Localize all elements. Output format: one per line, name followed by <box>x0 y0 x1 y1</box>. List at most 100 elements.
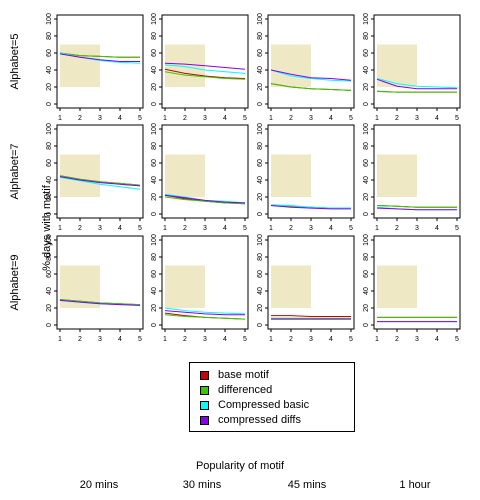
series-line <box>270 69 352 81</box>
x-tick-label: 5 <box>243 115 247 122</box>
x-tick-label: 5 <box>138 115 142 122</box>
highlight-region <box>271 265 311 308</box>
x-tick-label: 3 <box>98 225 102 232</box>
y-tick-label: 20 <box>46 193 53 201</box>
y-tick-label: 20 <box>363 193 370 201</box>
legend-label: differenced <box>218 384 273 396</box>
series-line <box>376 205 457 208</box>
x-tick-label: 4 <box>223 115 227 122</box>
y-tick-label: 100 <box>363 123 370 135</box>
series-line <box>59 299 141 306</box>
y-tick-label: 0 <box>46 323 53 327</box>
x-tick-label: 5 <box>349 336 353 343</box>
y-tick-label: 20 <box>46 83 53 91</box>
y-tick-label: 60 <box>46 159 53 167</box>
y-tick-label: 40 <box>151 287 158 295</box>
y-tick-label: 20 <box>363 304 370 312</box>
x-tick-label: 1 <box>375 336 379 343</box>
x-tick-label: 2 <box>289 115 293 122</box>
y-tick-label: 80 <box>151 32 158 40</box>
series-line <box>164 314 246 320</box>
series-line <box>270 205 351 210</box>
series-line <box>59 53 140 62</box>
column-title: 45 mins <box>287 479 327 491</box>
y-tick-label: 100 <box>363 13 370 25</box>
legend-item: base motif <box>200 368 269 382</box>
x-tick-label: 1 <box>58 225 62 232</box>
x-tick-label: 4 <box>435 115 439 122</box>
x-tick-label: 3 <box>415 115 419 122</box>
y-tick-label: 20 <box>151 193 158 201</box>
highlight-region <box>377 44 417 87</box>
y-tick-label: 60 <box>257 49 264 57</box>
y-tick-label: 100 <box>363 234 370 246</box>
series-line <box>59 176 141 187</box>
y-axis-title-group: % days with motif <box>41 184 53 271</box>
series-line <box>164 71 246 80</box>
x-tick-label: 5 <box>138 336 142 343</box>
y-tick-label: 20 <box>363 83 370 91</box>
y-tick-label: 80 <box>257 142 264 150</box>
x-tick-label: 5 <box>349 115 353 122</box>
y-tick-label: 80 <box>257 253 264 261</box>
legend-swatch <box>200 370 209 380</box>
y-tick-label: 60 <box>151 159 158 167</box>
y-tick-label: 60 <box>363 49 370 57</box>
y-axis-title: % days with motif <box>41 184 53 271</box>
legend-swatch <box>200 415 209 425</box>
x-tick-label: 3 <box>98 336 102 343</box>
x-tick-label: 4 <box>435 225 439 232</box>
y-tick-label: 0 <box>46 102 53 106</box>
x-tick-label: 1 <box>58 115 62 122</box>
series-line <box>270 204 351 209</box>
x-tick-label: 2 <box>289 336 293 343</box>
x-tick-label: 4 <box>118 336 122 343</box>
y-tick-label: 100 <box>46 13 53 25</box>
x-tick-label: 5 <box>455 336 459 343</box>
series-line <box>376 207 457 211</box>
x-tick-label: 3 <box>309 115 313 122</box>
x-tick-label: 5 <box>138 225 142 232</box>
x-tick-label: 4 <box>118 225 122 232</box>
highlight-region <box>60 44 100 87</box>
series-line <box>164 64 246 74</box>
x-tick-label: 2 <box>395 115 399 122</box>
y-tick-label: 100 <box>46 234 53 246</box>
x-tick-label: 2 <box>78 115 82 122</box>
x-tick-label: 4 <box>223 336 227 343</box>
y-tick-label: 100 <box>257 13 264 25</box>
x-tick-label: 3 <box>203 336 207 343</box>
x-tick-label: 2 <box>183 336 187 343</box>
legend-swatch <box>200 385 209 395</box>
x-tick-label: 2 <box>78 336 82 343</box>
series-line <box>164 62 246 70</box>
x-tick-label: 5 <box>243 225 247 232</box>
y-tick-label: 60 <box>363 159 370 167</box>
series-line <box>164 194 246 204</box>
x-tick-label: 3 <box>415 225 419 232</box>
y-tick-label: 60 <box>46 270 53 278</box>
y-tick-label: 80 <box>151 142 158 150</box>
row-label: Alphabet=5 <box>9 34 21 90</box>
x-tick-label: 3 <box>309 225 313 232</box>
y-tick-label: 20 <box>46 304 53 312</box>
y-tick-label: 0 <box>363 323 370 327</box>
highlight-region <box>377 154 417 197</box>
legend: base motif differenced Compressed basic … <box>189 362 355 432</box>
y-tick-label: 0 <box>151 102 158 106</box>
legend-label: Compressed basic <box>218 399 310 411</box>
y-tick-label: 20 <box>257 193 264 201</box>
y-tick-label: 60 <box>151 49 158 57</box>
highlight-region <box>271 44 311 87</box>
x-tick-label: 2 <box>183 115 187 122</box>
y-tick-label: 100 <box>151 123 158 135</box>
row-label: Alphabet=7 <box>9 144 21 200</box>
y-tick-label: 0 <box>257 323 264 327</box>
highlight-region <box>165 265 205 308</box>
x-tick-label: 2 <box>395 336 399 343</box>
y-tick-label: 40 <box>151 66 158 74</box>
series-line <box>271 315 351 317</box>
x-tick-label: 4 <box>329 225 333 232</box>
y-tick-label: 40 <box>46 176 53 184</box>
y-tick-label: 40 <box>257 176 264 184</box>
